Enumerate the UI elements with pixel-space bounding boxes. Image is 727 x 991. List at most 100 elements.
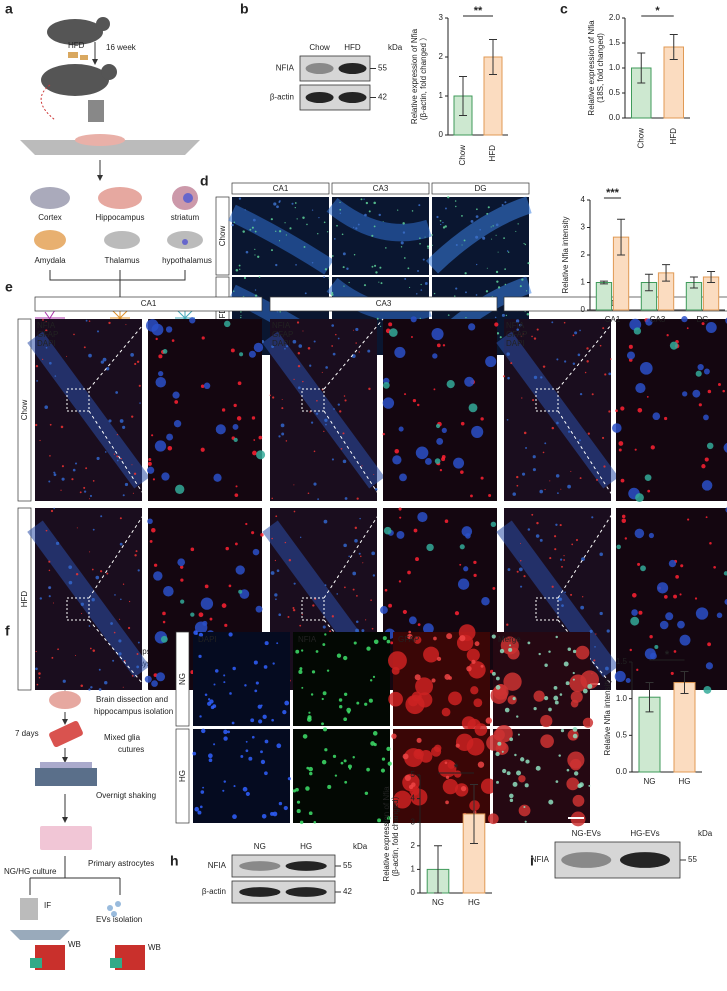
- cell-dot: [582, 717, 594, 728]
- cell-dot: [342, 459, 347, 464]
- cell-dot: [53, 473, 57, 477]
- micrograph: [148, 319, 262, 501]
- cell-dot: [233, 437, 238, 443]
- duration-label: 16 week: [106, 43, 137, 52]
- cell-dot: [447, 196, 450, 199]
- lane-label: HFD: [344, 43, 361, 52]
- cell-dot: [131, 464, 133, 466]
- cell-dot: [570, 593, 573, 596]
- cell-dot: [278, 201, 281, 203]
- cell-dot: [287, 615, 290, 618]
- cell-dot: [284, 541, 287, 544]
- cell-dot: [410, 316, 417, 323]
- cell-dot: [557, 597, 562, 601]
- cell-dot: [215, 424, 226, 435]
- cell-dot: [599, 344, 602, 347]
- column-label: CA3: [373, 184, 389, 193]
- cell-dot: [331, 615, 334, 618]
- cell-dot: [98, 688, 102, 691]
- cell-dot: [436, 656, 442, 661]
- cell-dot: [278, 613, 282, 617]
- cell-dot: [308, 711, 311, 714]
- cell-dot: [563, 321, 566, 324]
- cell-dot: [338, 698, 343, 702]
- cell-dot: [45, 346, 48, 349]
- step-label: 7 days: [15, 729, 39, 738]
- error-bar: [489, 38, 497, 76]
- cell-dot: [358, 552, 361, 555]
- kda-label: 55: [688, 855, 697, 864]
- cell-dot: [664, 595, 668, 599]
- tissue-band: [27, 331, 150, 489]
- cell-dot: [155, 337, 158, 341]
- cell-dot: [424, 282, 428, 285]
- cell-dot: [519, 543, 522, 545]
- blot-band: [285, 887, 327, 897]
- cell-dot: [45, 321, 47, 323]
- cell-dot: [80, 602, 85, 606]
- cell-dot: [248, 350, 256, 358]
- cell-dot: [599, 611, 603, 616]
- cell-dot: [496, 676, 500, 681]
- cell-dot: [307, 715, 312, 720]
- cell-dot: [563, 555, 565, 557]
- cell-dot: [523, 805, 526, 808]
- cell-dot: [308, 766, 313, 772]
- cell-dot: [361, 465, 363, 467]
- cell-dot: [135, 550, 138, 553]
- cell-dot: [213, 683, 216, 686]
- cell-dot: [342, 432, 345, 435]
- cell-dot: [436, 437, 444, 445]
- band-label: β-actin: [270, 93, 294, 102]
- cell-dot: [249, 228, 252, 231]
- cell-dot: [475, 294, 478, 296]
- y-axis-label: Relative Nfia intensity: [603, 679, 612, 756]
- cell-dot: [127, 626, 131, 630]
- cell-dot: [608, 372, 612, 376]
- cell-dot: [378, 281, 380, 283]
- cell-dot: [589, 629, 593, 633]
- cell-dot: [297, 364, 301, 368]
- cell-dot: [524, 783, 529, 788]
- cell-dot: [416, 737, 422, 743]
- cell-dot: [341, 233, 344, 236]
- column-label: DG: [475, 184, 487, 193]
- cell-dot: [515, 319, 520, 323]
- cell-dot: [453, 457, 465, 469]
- cell-dot: [461, 215, 463, 217]
- x-tick-label: CA1: [605, 315, 621, 324]
- cell-dot: [523, 575, 526, 578]
- y-tick-label: 1: [581, 278, 586, 287]
- cell-dot: [398, 426, 404, 432]
- cell-dot: [227, 730, 230, 734]
- cell-dot: [35, 667, 38, 671]
- cell-dot: [493, 684, 509, 700]
- cell-dot: [473, 560, 477, 565]
- cell-dot: [567, 430, 571, 433]
- cell-dot: [571, 543, 574, 546]
- channel-label: GFAP: [506, 330, 527, 339]
- cell-dot: [328, 277, 330, 279]
- x-tick-label: HFD: [669, 128, 678, 145]
- cell-dot: [629, 648, 632, 652]
- y-axis-label: Relative expression of Nfia: [410, 28, 419, 124]
- cell-dot: [695, 607, 709, 620]
- cell-dot: [417, 403, 420, 407]
- cell-dot: [292, 339, 297, 344]
- cell-dot: [291, 202, 294, 205]
- cell-dot: [703, 368, 710, 375]
- cell-dot: [563, 559, 565, 561]
- cell-dot: [367, 349, 371, 353]
- cell-dot: [373, 474, 375, 476]
- error-bar: [459, 76, 467, 116]
- cell-dot: [273, 202, 277, 206]
- cell-dot: [444, 673, 451, 680]
- cell-dot: [362, 562, 364, 564]
- cell-dot: [245, 522, 248, 526]
- cell-dot: [276, 642, 279, 645]
- cell-dot: [523, 431, 527, 435]
- cell-dot: [431, 746, 442, 757]
- cell-dot: [51, 656, 54, 659]
- cell-dot: [574, 331, 578, 335]
- cell-dot: [339, 704, 343, 709]
